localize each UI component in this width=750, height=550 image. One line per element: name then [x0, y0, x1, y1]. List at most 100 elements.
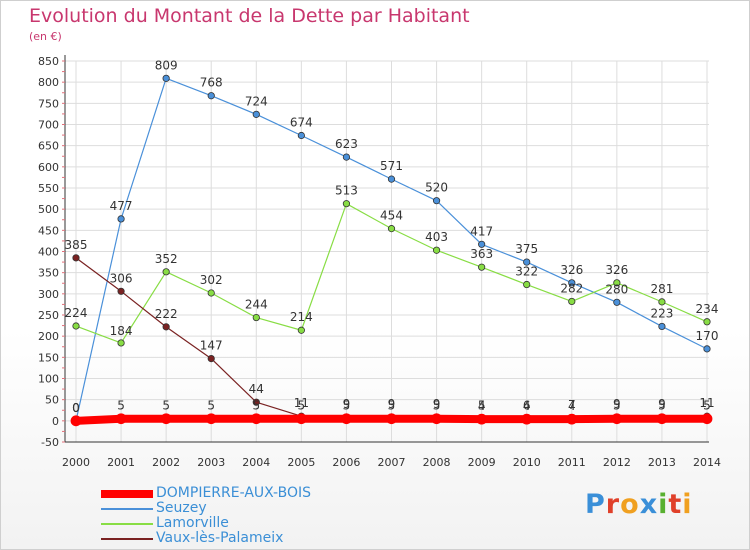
series-2-point	[342, 200, 351, 208]
series-1-point	[342, 153, 351, 161]
y-tick-label: 0	[52, 415, 59, 428]
x-tick-label: 2013	[648, 456, 676, 469]
legend-label: DOMPIERRE-AUX-BOIS	[156, 485, 312, 501]
data-label: 9	[433, 397, 441, 411]
x-tick-label: 2006	[332, 456, 360, 469]
data-label: 363	[470, 247, 493, 261]
chart-unit-label: (en €)	[29, 30, 62, 43]
data-label: 282	[560, 281, 583, 295]
legend-swatch	[101, 508, 153, 510]
series-1-point	[207, 92, 215, 100]
logo-letter: r	[605, 489, 621, 520]
series-0-point	[521, 413, 533, 425]
x-tick-label: 2010	[513, 456, 541, 469]
data-label: 5	[252, 399, 260, 413]
series-3-point	[207, 355, 215, 363]
x-tick-label: 2014	[693, 456, 721, 469]
series-2-point	[568, 297, 576, 306]
series-1-point	[387, 175, 396, 183]
data-label: 809	[155, 58, 178, 72]
data-label: 306	[110, 271, 133, 285]
series-2-point	[162, 268, 170, 276]
x-tick-label: 2002	[152, 456, 180, 469]
data-label: 5	[388, 399, 396, 413]
series-0-point	[160, 413, 172, 425]
series-0-point	[611, 413, 623, 425]
data-label: 234	[696, 302, 719, 316]
data-label: 5	[343, 399, 351, 413]
y-tick-label: -50	[41, 436, 59, 449]
series-0-point	[701, 413, 713, 425]
x-tick-label: 2001	[107, 456, 135, 469]
x-tick-label: 2007	[378, 456, 406, 469]
series-0-point	[386, 413, 397, 425]
logo-letter: x	[639, 489, 659, 520]
series-0-point	[250, 413, 262, 425]
data-label: 322	[515, 265, 538, 279]
legend-swatch	[101, 523, 153, 525]
data-label: 11	[699, 396, 714, 410]
data-label: 724	[245, 94, 268, 108]
x-tick-label: 2008	[423, 456, 451, 469]
y-tick-label: 550	[38, 182, 59, 195]
series-2-point	[432, 246, 441, 254]
data-label: 5	[703, 399, 711, 413]
data-label: 513	[335, 184, 358, 198]
y-tick-label: 600	[38, 161, 59, 174]
series-2-point	[252, 313, 260, 322]
data-label: 44	[249, 382, 264, 396]
series-1-point	[703, 345, 711, 353]
data-label: 326	[605, 263, 628, 277]
data-label: 6	[523, 398, 531, 412]
data-label: 375	[515, 242, 538, 256]
data-label: 5	[117, 399, 125, 413]
series-0-point	[115, 413, 127, 425]
series-1-point	[252, 110, 260, 118]
x-tick-label: 2011	[558, 456, 586, 469]
series-1-point	[658, 322, 666, 331]
data-label: 302	[200, 273, 223, 287]
series-3-point	[72, 254, 80, 262]
proxiti-logo: Proxiti	[585, 489, 693, 520]
x-tick-label: 2012	[603, 456, 631, 469]
data-label: 5	[162, 399, 170, 413]
series-0-point	[566, 413, 578, 425]
chart-title: Evolution du Montant de la Dette par Hab…	[29, 5, 470, 27]
series-2-point	[478, 263, 486, 271]
y-tick-label: 150	[38, 351, 59, 364]
y-tick-label: 850	[38, 55, 59, 68]
data-label: 5	[613, 399, 621, 413]
series-1-point	[478, 240, 486, 248]
series-0-point	[70, 415, 82, 427]
data-label: 385	[65, 238, 88, 252]
data-label: 4	[568, 399, 576, 413]
series-0-point	[431, 413, 442, 425]
logo-letter: i	[682, 489, 693, 520]
series-2-point	[703, 318, 711, 326]
data-label: 214	[290, 310, 313, 324]
data-label: 0	[72, 401, 80, 415]
y-tick-label: 500	[38, 203, 59, 216]
data-label: 352	[155, 252, 178, 266]
series-2-point	[297, 326, 305, 334]
y-tick-label: 750	[38, 97, 59, 110]
legend-label: Vaux-lès-Palameix	[156, 530, 284, 546]
legend-swatch	[101, 490, 153, 498]
series-0-point	[341, 413, 352, 425]
logo-letter: P	[585, 489, 606, 520]
data-label: 454	[380, 209, 403, 223]
data-label: 520	[425, 181, 448, 195]
legend-label: Lamorville	[156, 515, 229, 531]
x-tick-label: 2005	[287, 456, 315, 469]
series-1-point	[297, 131, 305, 140]
series-2-point	[523, 280, 531, 289]
data-label: 477	[110, 199, 133, 213]
y-tick-label: 650	[38, 140, 59, 153]
series-0-point	[295, 413, 307, 425]
series-1-point	[162, 74, 170, 82]
series-1-point	[432, 197, 441, 205]
data-label: 244	[245, 298, 268, 312]
series-2-point	[387, 225, 396, 233]
logo-letter: o	[620, 489, 640, 520]
